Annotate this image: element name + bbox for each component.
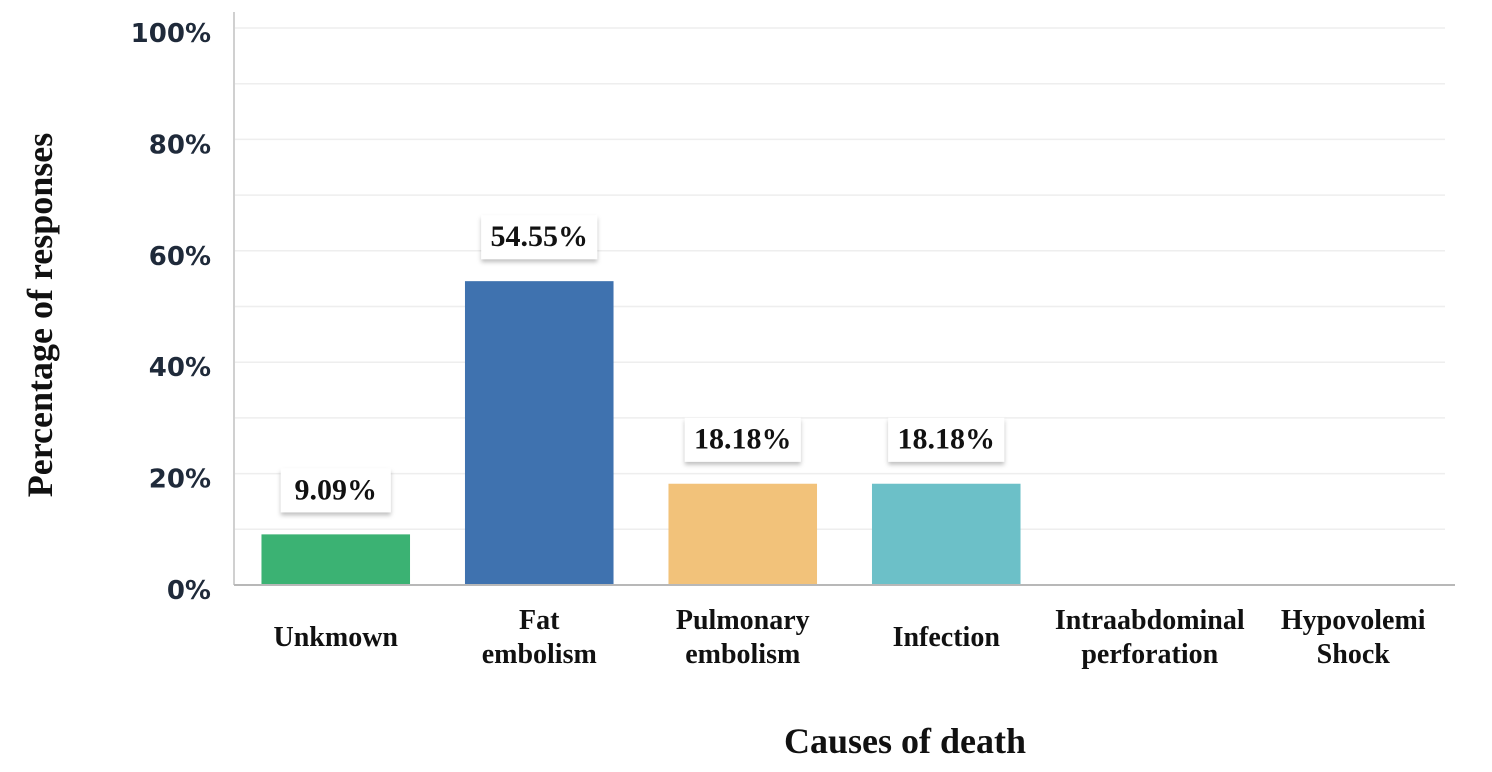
data-label-box bbox=[481, 215, 598, 260]
bar bbox=[668, 483, 818, 585]
y-tick-label: 20% bbox=[149, 465, 211, 495]
data-label: 18.18% bbox=[694, 423, 792, 456]
x-category-label: Unkmown bbox=[274, 622, 399, 653]
data-label: 54.55% bbox=[491, 220, 589, 253]
data-label-box bbox=[280, 468, 391, 513]
x-category-label: Infection bbox=[893, 622, 1001, 653]
data-label-box bbox=[888, 417, 1005, 462]
x-category-label: Hypovolemi Shock bbox=[1281, 605, 1426, 670]
data-label-callout: 54.55% bbox=[481, 215, 598, 260]
bar bbox=[261, 534, 411, 585]
x-axis-title: Causes of death bbox=[784, 721, 1026, 761]
bars bbox=[261, 281, 1021, 585]
data-label-callout: 18.18% bbox=[888, 417, 1005, 462]
data-label-callout: 9.09% bbox=[280, 468, 391, 513]
x-category-labels: Unkmown Fat embolism Pulmonary embolism Infec… bbox=[274, 605, 1426, 670]
data-label-box bbox=[684, 417, 801, 462]
y-axis-title: Percentage of responses bbox=[20, 133, 60, 498]
x-category-label: Pulmonary embolism bbox=[676, 605, 810, 670]
bar bbox=[464, 281, 614, 585]
data-labels: 9.09% 54.55% 18.18% 18.18% bbox=[280, 215, 1005, 513]
y-tick-label: 100% bbox=[131, 19, 211, 49]
data-label: 9.09% bbox=[295, 473, 378, 506]
y-tick-label: 60% bbox=[149, 242, 211, 272]
y-tick-label: 0% bbox=[167, 576, 211, 606]
x-category-label: Fat embolism bbox=[482, 605, 597, 670]
bar bbox=[871, 483, 1021, 585]
x-category-label: Intraabdominal perforation bbox=[1055, 605, 1245, 670]
data-label: 18.18% bbox=[898, 423, 996, 456]
y-tick-label: 40% bbox=[149, 353, 211, 383]
data-label-callout: 18.18% bbox=[684, 417, 801, 462]
y-tick-label: 80% bbox=[149, 130, 211, 160]
gridlines bbox=[234, 27, 1445, 531]
y-tick-labels: 0% 20% 40% 60% 80% 100% bbox=[131, 19, 211, 606]
